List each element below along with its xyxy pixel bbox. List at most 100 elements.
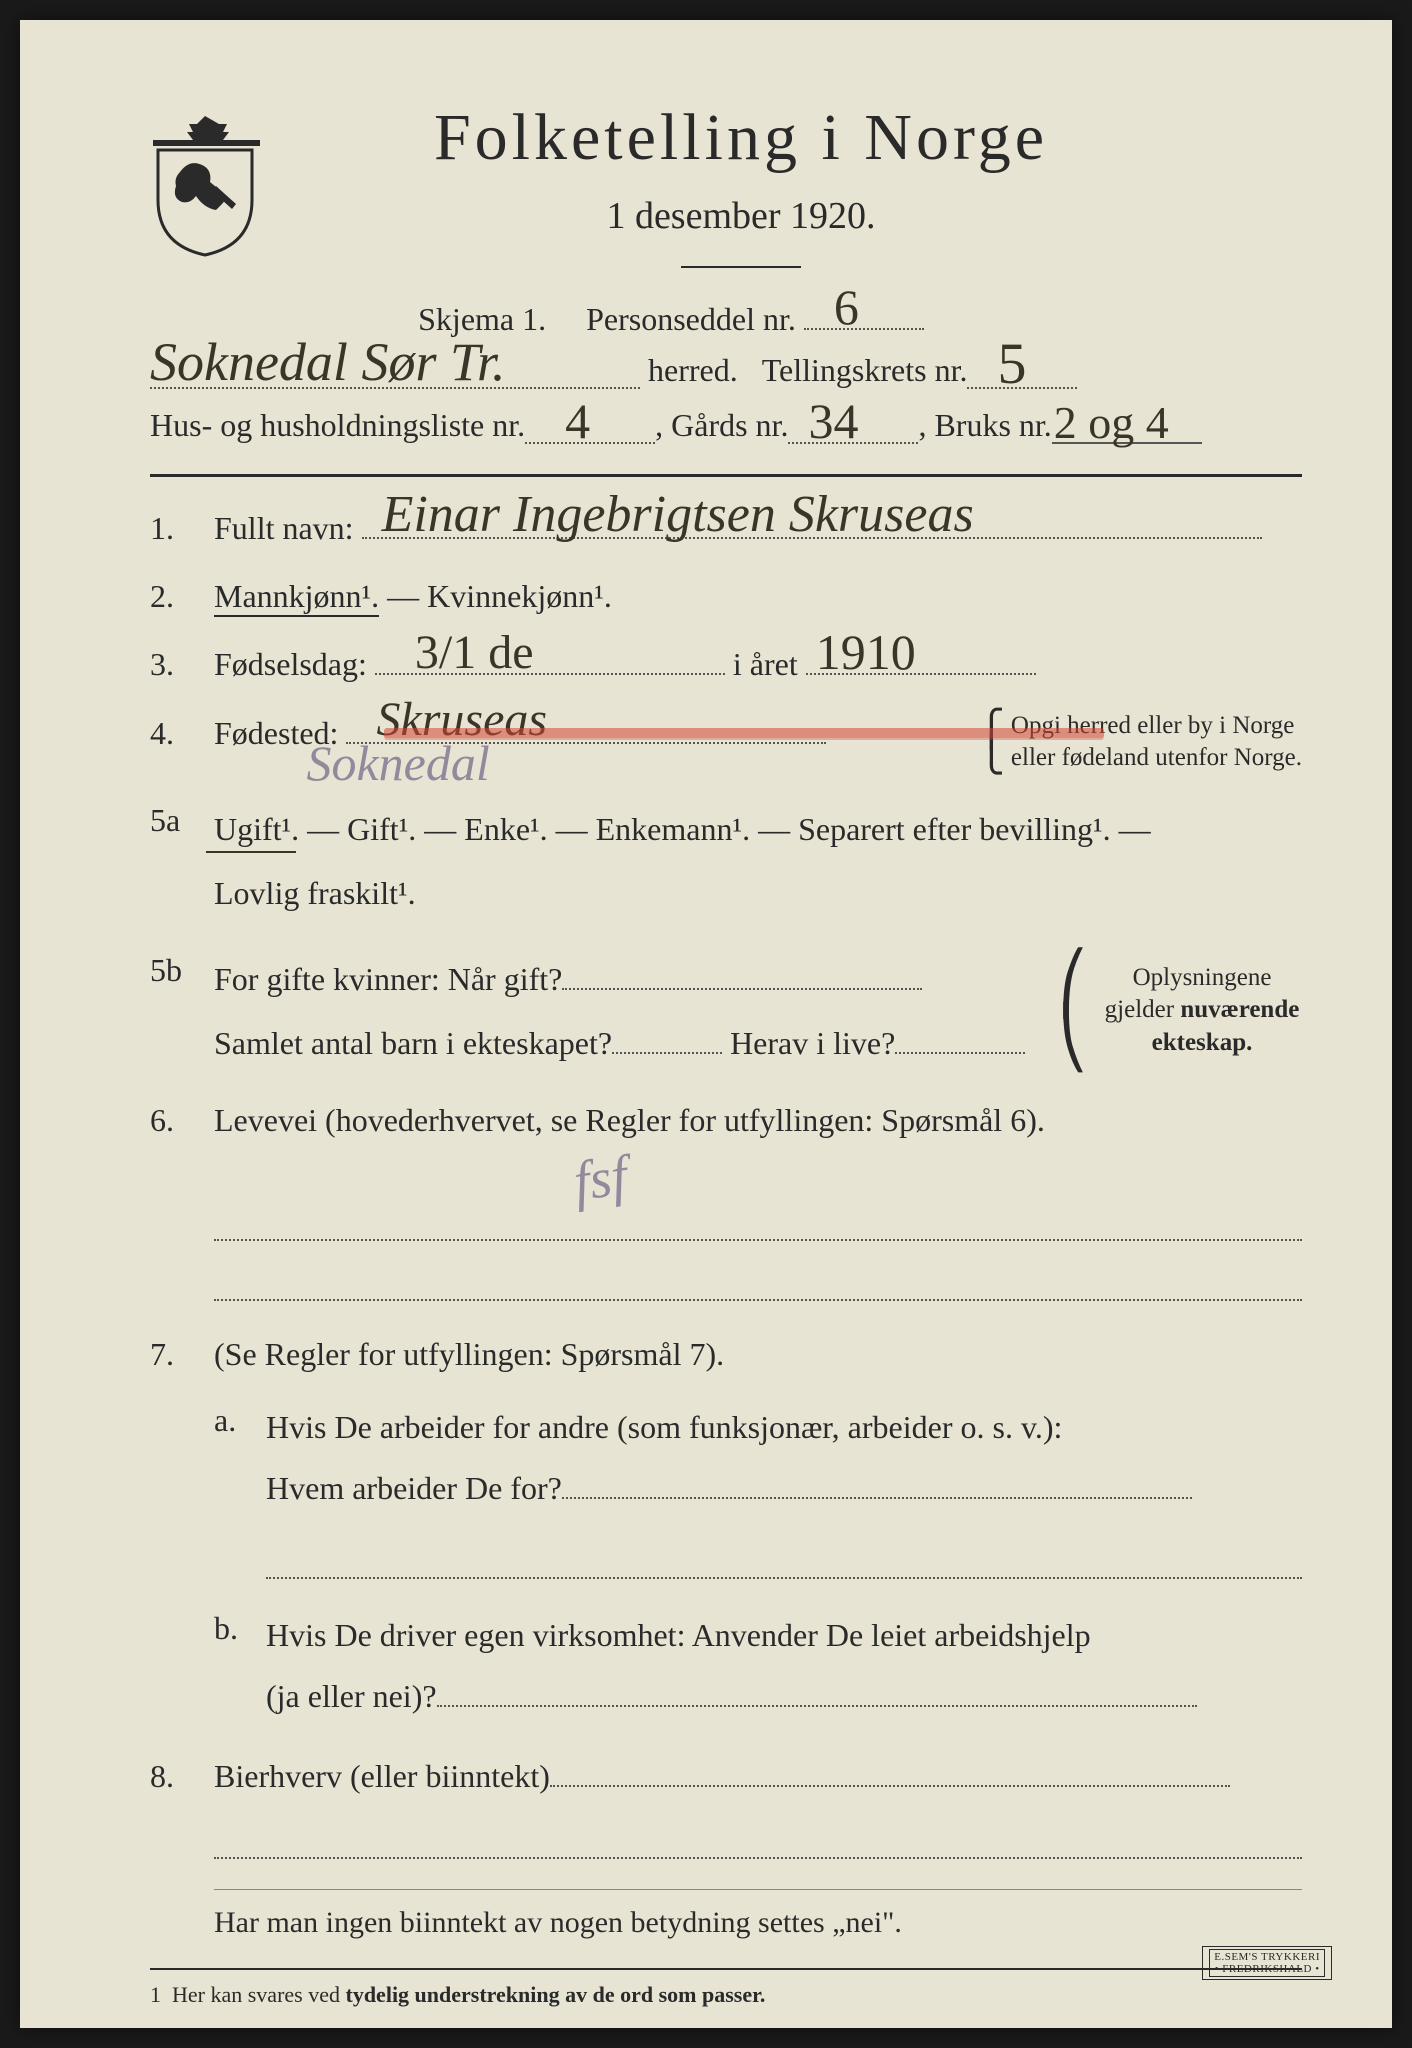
title-divider	[681, 266, 801, 268]
tellingskrets-label: Tellingskrets nr.	[762, 352, 968, 389]
gards-label: , Gårds nr.	[655, 407, 788, 444]
ugift-underline	[206, 851, 296, 853]
q4-row: 4. Fødested: Skruseas Soknedal ⎧⎩ Opgi h…	[150, 710, 1302, 775]
header-divider	[150, 474, 1302, 477]
q4-num: 4.	[150, 710, 214, 756]
coat-of-arms-icon	[150, 110, 260, 260]
husliste-label: Hus- og husholdningsliste nr.	[150, 407, 525, 444]
gards-value: 34	[808, 396, 858, 446]
personseddel-nr-value: 6	[834, 282, 859, 332]
herred-label: herred.	[648, 352, 738, 389]
q4-correction: Soknedal	[306, 738, 489, 788]
bruks-label: , Bruks nr.	[918, 407, 1051, 444]
q4-body: Fødested: Skruseas Soknedal ⎧⎩ Opgi herr…	[214, 710, 1302, 775]
q5a-row: 5a Ugift¹. — Gift¹. — Enke¹. — Enkemann¹…	[150, 797, 1302, 925]
q7a-line3	[266, 1531, 1302, 1579]
q3-year-field: 1910	[806, 643, 1036, 675]
footnote-rule	[150, 1968, 1302, 1970]
bruks-field: 2 og 4	[1052, 412, 1202, 444]
q7b-letter: b.	[214, 1605, 266, 1651]
herred-name-value: Soknedal Sør Tr.	[150, 335, 506, 389]
main-title: Folketelling i Norge	[290, 100, 1192, 176]
q5b-note2: gjelder nuværende	[1102, 994, 1302, 1027]
census-date: 1 desember 1920.	[290, 194, 1192, 238]
printer-stamp: E.SEM'S TRYKKERI • FREDRIKSHALD •	[1202, 1946, 1332, 1980]
q5a-text2: Lovlig fraskilt¹.	[214, 875, 416, 911]
q4-note-line2: eller fødeland utenfor Norge.	[1011, 742, 1302, 775]
q4-note-block: ⎧⎩ Opgi herred eller by i Norge eller fø…	[978, 710, 1302, 775]
q1-value: Einar Ingebrigtsen Skruseas	[382, 489, 974, 541]
q7-body: (Se Regler for utfyllingen: Spørsmål 7).…	[214, 1331, 1302, 1727]
q1-label: Fullt navn:	[214, 510, 354, 546]
q6-value: fsf	[570, 1148, 630, 1211]
q2-num: 2.	[150, 573, 214, 619]
q6-num: 6.	[150, 1097, 214, 1143]
q6-line1	[214, 1193, 1302, 1241]
q7-text: (Se Regler for utfyllingen: Spørsmål 7).	[214, 1336, 724, 1372]
q7b-body: Hvis De driver egen virksomhet: Anvender…	[266, 1605, 1302, 1727]
q7-row: 7. (Se Regler for utfyllingen: Spørsmål …	[150, 1331, 1302, 1727]
husliste-field: 4	[525, 412, 655, 444]
biinntekt-note: Har man ingen biinntekt av nogen betydni…	[214, 1889, 1302, 1940]
q7a-line1: Hvis De arbeider for andre (som funksjon…	[266, 1409, 1062, 1445]
q5b-body: For gifte kvinner: Når gift? Samlet anta…	[214, 947, 1302, 1075]
q7a-field	[562, 1467, 1192, 1499]
herred-row: Soknedal Sør Tr. herred. Tellingskrets n…	[150, 352, 1302, 389]
q7a-body: Hvis De arbeider for andre (som funksjon…	[266, 1397, 1302, 1579]
q3-num: 3.	[150, 641, 214, 687]
q5b-note: Oplysningene gjelder nuværende ekteskap.	[1102, 962, 1302, 1060]
q2-kvinnekjonn: Kvinnekjønn¹.	[427, 578, 612, 614]
header: Folketelling i Norge 1 desember 1920.	[150, 100, 1302, 292]
brace-icon: ⎛⎝	[1058, 957, 1088, 1065]
q5b-gift-field	[562, 958, 922, 990]
tellingskrets-value: 5	[997, 335, 1026, 393]
q7-num: 7.	[150, 1331, 214, 1377]
q3-year-value: 1910	[816, 627, 916, 677]
q5b-line2a: Samlet antal barn i ekteskapet?	[214, 1025, 612, 1061]
q8-body: Bierhverv (eller biinntekt)	[214, 1753, 1302, 1859]
q6-answer-area: fsf	[214, 1143, 1302, 1193]
q3-day-value: 3/1 de	[415, 629, 534, 677]
q2-body: Mannkjønn¹. — Kvinnekjønn¹.	[214, 573, 1302, 619]
q8-line2	[214, 1811, 1302, 1859]
q5b-row: 5b For gifte kvinner: Når gift? Samlet a…	[150, 947, 1302, 1075]
q8-field	[550, 1755, 1230, 1787]
q7b-line1: Hvis De driver egen virksomhet: Anvender…	[266, 1617, 1091, 1653]
q2-dash: —	[387, 578, 427, 614]
census-form-page: Folketelling i Norge 1 desember 1920. Sk…	[20, 20, 1392, 2028]
footnote: 1 Her kan svares ved tydelig understrekn…	[150, 1982, 1302, 2008]
tellingskrets-field: 5	[967, 357, 1077, 389]
q7b-line2: (ja eller nei)?	[266, 1678, 437, 1714]
q5b-live-field	[895, 1022, 1025, 1054]
q7b-row: b. Hvis De driver egen virksomhet: Anven…	[214, 1605, 1302, 1727]
brace-icon: ⎧⎩	[978, 717, 1005, 767]
q3-row: 3. Fødselsdag: 3/1 de i året 1910	[150, 641, 1302, 687]
q5b-num: 5b	[150, 947, 214, 993]
hus-row: Hus- og husholdningsliste nr. 4 , Gårds …	[150, 407, 1302, 444]
q5a-text: Ugift¹. — Gift¹. — Enke¹. — Enkemann¹. —…	[214, 811, 1151, 847]
q5b-note3: ekteskap.	[1102, 1027, 1302, 1060]
bruks-value: 2 og 4	[1054, 400, 1169, 446]
printer-line2: • FREDRIKSHALD •	[1215, 1963, 1320, 1975]
q5a-num: 5a	[150, 797, 214, 843]
q3-mid: i året	[733, 646, 806, 682]
q1-row: 1. Fullt navn: Einar Ingebrigtsen Skruse…	[150, 505, 1302, 551]
q3-label: Fødselsdag:	[214, 646, 367, 682]
q3-day-field: 3/1 de	[375, 643, 725, 675]
q7a-line2: Hvem arbeider De for?	[266, 1470, 562, 1506]
q7a-row: a. Hvis De arbeider for andre (som funks…	[214, 1397, 1302, 1579]
personseddel-label: Personseddel nr.	[586, 301, 796, 337]
q4-note: Opgi herred eller by i Norge eller fødel…	[1011, 710, 1302, 775]
q1-field: Einar Ingebrigtsen Skruseas	[362, 507, 1262, 539]
q6-row: 6. Levevei (hovederhvervet, se Regler fo…	[150, 1097, 1302, 1301]
q8-num: 8.	[150, 1753, 214, 1799]
q7a-letter: a.	[214, 1397, 266, 1443]
herred-name-field: Soknedal Sør Tr.	[150, 357, 640, 389]
gards-field: 34	[788, 412, 918, 444]
q6-line2	[214, 1253, 1302, 1301]
q1-body: Fullt navn: Einar Ingebrigtsen Skruseas	[214, 505, 1302, 551]
printer-line1: E.SEM'S TRYKKERI	[1214, 1951, 1320, 1963]
q7b-field	[437, 1675, 1197, 1707]
q5a-body: Ugift¹. — Gift¹. — Enke¹. — Enkemann¹. —…	[214, 797, 1302, 925]
personseddel-nr-field: 6	[804, 298, 924, 330]
